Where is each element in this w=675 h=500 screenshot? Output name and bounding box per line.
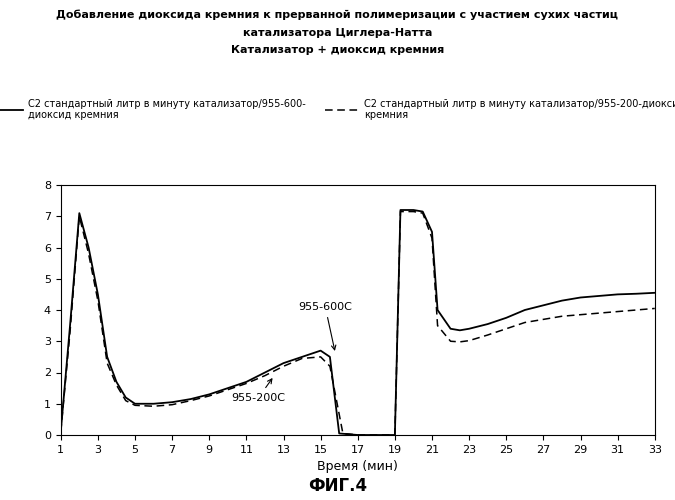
- Text: ФИГ.4: ФИГ.4: [308, 477, 367, 495]
- Text: Добавление диоксида кремния к прерванной полимеризации с участием сухих частиц: Добавление диоксида кремния к прерванной…: [57, 10, 618, 20]
- Text: 955-600C: 955-600C: [298, 302, 352, 350]
- Text: 955-200C: 955-200C: [232, 379, 286, 402]
- X-axis label: Время (мин): Время (мин): [317, 460, 398, 473]
- Legend: С2 стандартный литр в минуту катализатор/955-600-
диоксид кремния, С2 стандартны: С2 стандартный литр в минуту катализатор…: [0, 95, 675, 124]
- Text: катализатора Циглера-Натта: катализатора Циглера-Натта: [243, 28, 432, 38]
- Text: Катализатор + диоксид кремния: Катализатор + диоксид кремния: [231, 45, 444, 55]
